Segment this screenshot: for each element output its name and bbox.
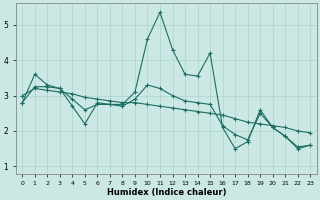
X-axis label: Humidex (Indice chaleur): Humidex (Indice chaleur) <box>107 188 226 197</box>
